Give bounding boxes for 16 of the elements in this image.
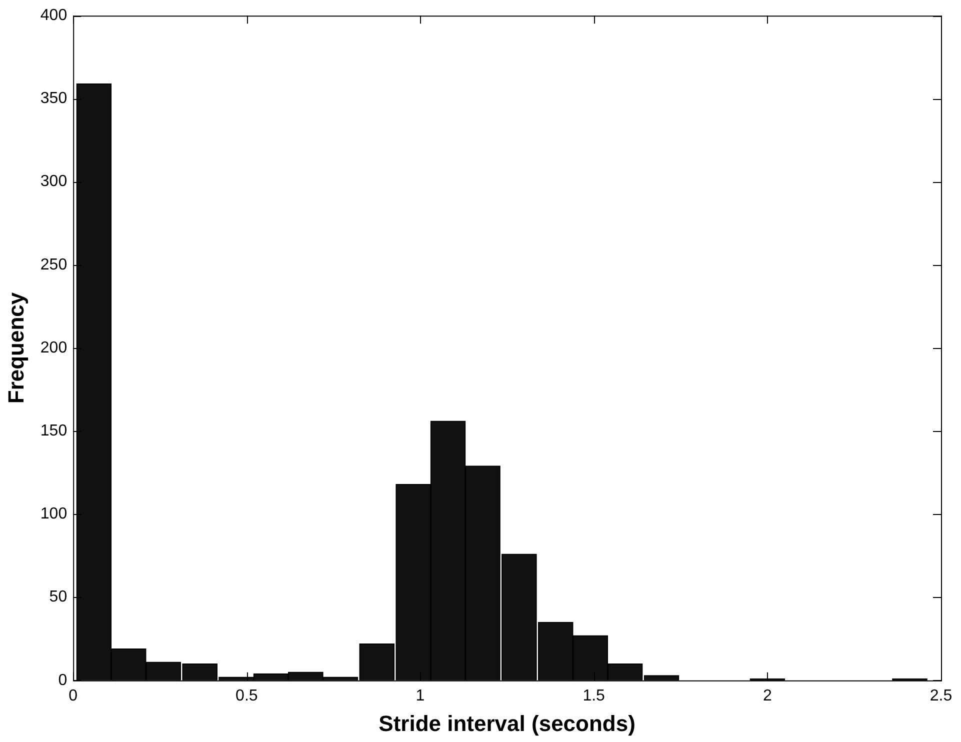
y-tick-label: 50 (49, 588, 68, 606)
y-tick-label: 100 (40, 506, 68, 523)
y-tick-label: 0 (58, 672, 68, 689)
y-tick-label: 250 (40, 256, 68, 274)
x-axis-title: Stride interval (seconds) (378, 710, 636, 736)
x-tick-label: 2.5 (930, 687, 952, 704)
y-axis-title: Frequency (3, 292, 28, 404)
y-tick-label: 300 (40, 173, 68, 190)
x-tick-label: 2 (762, 687, 772, 704)
y-tick-label: 200 (40, 339, 68, 356)
x-tick-label: 1 (416, 687, 425, 704)
y-tick-label: 400 (40, 7, 68, 24)
x-tick-label: 1.5 (582, 687, 606, 704)
y-tick-label: 350 (40, 90, 68, 108)
x-tick-label: 0.5 (236, 687, 258, 704)
y-tick-label: 150 (40, 422, 68, 440)
